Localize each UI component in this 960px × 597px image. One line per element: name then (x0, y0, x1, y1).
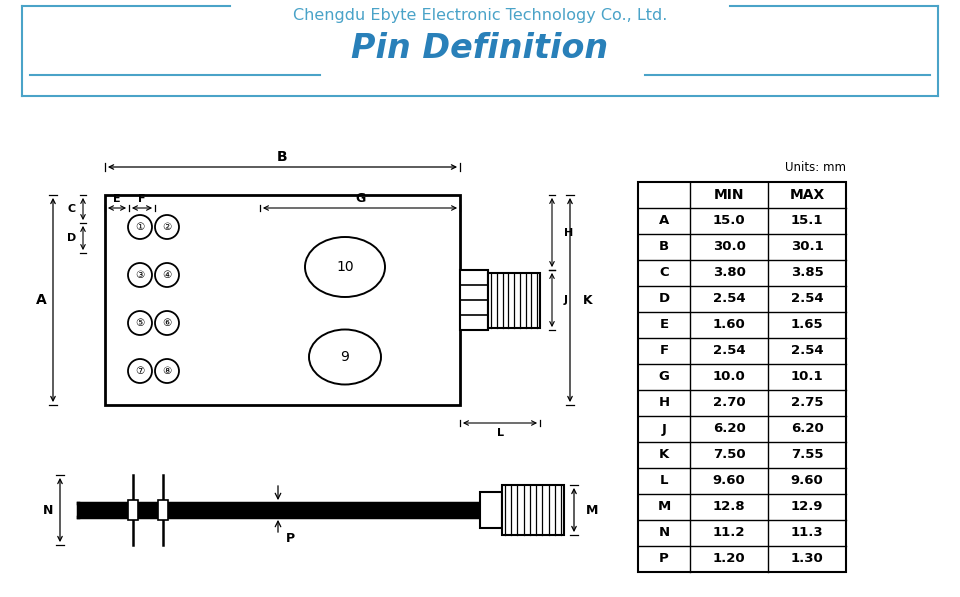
Text: M: M (658, 500, 671, 513)
Bar (488, 272, 540, 328)
Text: J: J (564, 295, 568, 305)
Text: D: D (659, 293, 669, 306)
Text: 1.65: 1.65 (791, 319, 824, 331)
Text: A: A (659, 214, 669, 227)
Text: 2.75: 2.75 (791, 396, 824, 410)
Text: M: M (586, 503, 598, 516)
Text: G: G (659, 371, 669, 383)
Text: 2.54: 2.54 (712, 293, 745, 306)
Text: 3.85: 3.85 (791, 266, 824, 279)
Text: 7.50: 7.50 (712, 448, 745, 461)
Circle shape (155, 215, 179, 239)
Circle shape (155, 311, 179, 335)
Text: 6.20: 6.20 (712, 423, 745, 435)
Text: F: F (138, 194, 146, 204)
Text: 30.1: 30.1 (791, 241, 824, 254)
Text: 2.54: 2.54 (791, 344, 824, 358)
Text: C: C (660, 266, 669, 279)
Ellipse shape (309, 330, 381, 384)
Text: ⑦: ⑦ (135, 366, 145, 376)
Bar (158, 500, 168, 520)
Text: 10.0: 10.0 (712, 371, 745, 383)
Text: Chengdu Ebyte Electronic Technology Co., Ltd.: Chengdu Ebyte Electronic Technology Co.,… (293, 8, 667, 23)
Text: ②: ② (162, 222, 172, 232)
Text: 1.30: 1.30 (791, 552, 824, 565)
Text: E: E (660, 319, 668, 331)
Text: P: P (286, 533, 295, 546)
Circle shape (128, 263, 152, 287)
Text: J: J (661, 423, 666, 435)
Text: 30.0: 30.0 (712, 241, 745, 254)
Text: 11.2: 11.2 (712, 527, 745, 540)
Bar (480, 492, 502, 528)
Text: MAX: MAX (789, 188, 825, 202)
Text: N: N (43, 503, 53, 516)
Circle shape (155, 359, 179, 383)
Text: 9: 9 (341, 350, 349, 364)
Text: P: P (660, 552, 669, 565)
Text: ⑧: ⑧ (162, 366, 172, 376)
Text: B: B (659, 241, 669, 254)
Text: Units: mm: Units: mm (785, 161, 846, 174)
Text: 9.60: 9.60 (712, 475, 745, 488)
Text: Pin Definition: Pin Definition (351, 32, 609, 64)
Text: L: L (496, 428, 503, 438)
Text: G: G (355, 192, 365, 205)
Text: E: E (113, 194, 121, 204)
Circle shape (128, 215, 152, 239)
Bar (638, 182, 846, 572)
Text: 1.60: 1.60 (712, 319, 745, 331)
Circle shape (128, 311, 152, 335)
Text: ①: ① (135, 222, 145, 232)
Text: ④: ④ (162, 270, 172, 280)
Text: 9.60: 9.60 (791, 475, 824, 488)
Bar (105, 195, 460, 405)
Text: MIN: MIN (713, 188, 744, 202)
Text: K: K (659, 448, 669, 461)
Text: 6.20: 6.20 (791, 423, 824, 435)
Text: 15.0: 15.0 (712, 214, 745, 227)
Circle shape (128, 359, 152, 383)
Text: 2.54: 2.54 (791, 293, 824, 306)
Text: B: B (277, 150, 288, 164)
Text: 12.8: 12.8 (712, 500, 745, 513)
Text: 3.80: 3.80 (712, 266, 745, 279)
Bar (502, 485, 564, 535)
Text: 10: 10 (336, 260, 354, 274)
Text: 11.3: 11.3 (791, 527, 824, 540)
Bar (460, 270, 488, 330)
Text: 12.9: 12.9 (791, 500, 824, 513)
Text: C: C (68, 204, 76, 214)
Text: L: L (660, 475, 668, 488)
Text: 2.70: 2.70 (712, 396, 745, 410)
Text: H: H (659, 396, 669, 410)
Text: 15.1: 15.1 (791, 214, 824, 227)
Text: N: N (659, 527, 669, 540)
Text: 2.54: 2.54 (712, 344, 745, 358)
Ellipse shape (305, 237, 385, 297)
Text: 7.55: 7.55 (791, 448, 824, 461)
Text: D: D (67, 233, 77, 243)
Text: ⑤: ⑤ (135, 318, 145, 328)
Text: 1.20: 1.20 (712, 552, 745, 565)
Text: ⑥: ⑥ (162, 318, 172, 328)
Text: H: H (564, 227, 573, 238)
Text: K: K (583, 294, 592, 306)
Text: 10.1: 10.1 (791, 371, 824, 383)
Text: F: F (660, 344, 668, 358)
Bar (78, 503, 480, 517)
Text: ③: ③ (135, 270, 145, 280)
Bar (128, 500, 138, 520)
Text: A: A (36, 293, 46, 307)
Circle shape (155, 263, 179, 287)
